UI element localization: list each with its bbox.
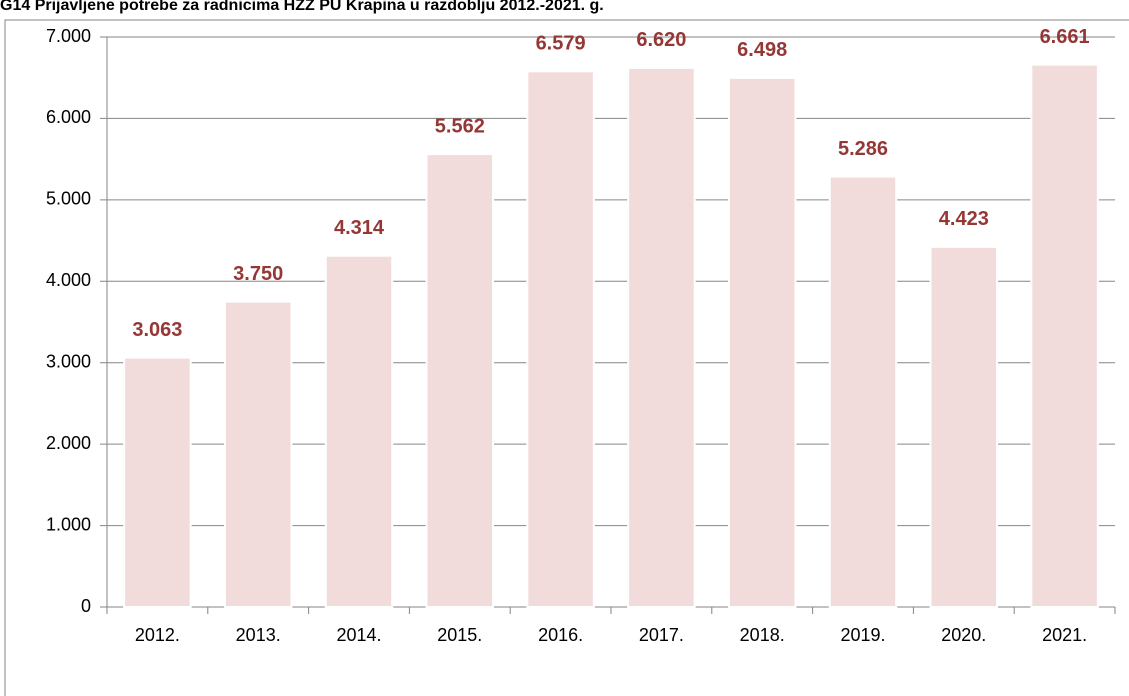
value-label: 6.661 bbox=[1040, 26, 1090, 48]
bar bbox=[627, 66, 696, 608]
bar bbox=[526, 70, 595, 608]
y-tick-label: 5.000 bbox=[46, 189, 91, 209]
x-tick-label: 2016. bbox=[538, 625, 583, 645]
chart-frame bbox=[4, 19, 1129, 696]
y-tick-label: 2.000 bbox=[46, 433, 91, 453]
value-label: 6.498 bbox=[737, 39, 787, 61]
y-tick-label: 4.000 bbox=[46, 270, 91, 290]
x-tick-label: 2013. bbox=[236, 625, 281, 645]
value-label: 6.620 bbox=[636, 29, 686, 51]
bar bbox=[1030, 63, 1099, 608]
y-tick-label: 1.000 bbox=[46, 514, 91, 534]
bar bbox=[324, 254, 394, 609]
bar bbox=[929, 245, 999, 608]
x-tick-label: 2015. bbox=[437, 625, 482, 645]
y-tick-label: 6.000 bbox=[46, 107, 91, 127]
value-label: 5.562 bbox=[435, 115, 485, 137]
y-tick-label: 0 bbox=[81, 596, 91, 616]
y-tick-label: 7.000 bbox=[46, 26, 91, 46]
bar bbox=[727, 76, 797, 609]
x-tick-label: 2019. bbox=[840, 625, 885, 645]
x-tick-label: 2012. bbox=[135, 625, 180, 645]
value-label: 3.750 bbox=[233, 263, 283, 285]
bar bbox=[123, 356, 192, 608]
value-label: 4.314 bbox=[334, 217, 385, 239]
bar bbox=[223, 300, 293, 608]
bar bbox=[828, 175, 898, 608]
chart-title: G14 Prijavljene potrebe za radnicima HZZ… bbox=[0, 0, 604, 14]
value-label: 5.286 bbox=[838, 138, 888, 160]
x-tick-label: 2018. bbox=[740, 625, 785, 645]
value-label: 6.579 bbox=[536, 33, 586, 55]
x-tick-label: 2014. bbox=[336, 625, 381, 645]
bar bbox=[425, 153, 495, 608]
y-tick-label: 3.000 bbox=[46, 351, 91, 371]
value-label: 4.423 bbox=[939, 208, 989, 230]
x-tick-label: 2021. bbox=[1042, 625, 1087, 645]
x-tick-label: 2017. bbox=[639, 625, 684, 645]
x-tick-label: 2020. bbox=[941, 625, 986, 645]
value-label: 3.063 bbox=[132, 319, 182, 341]
